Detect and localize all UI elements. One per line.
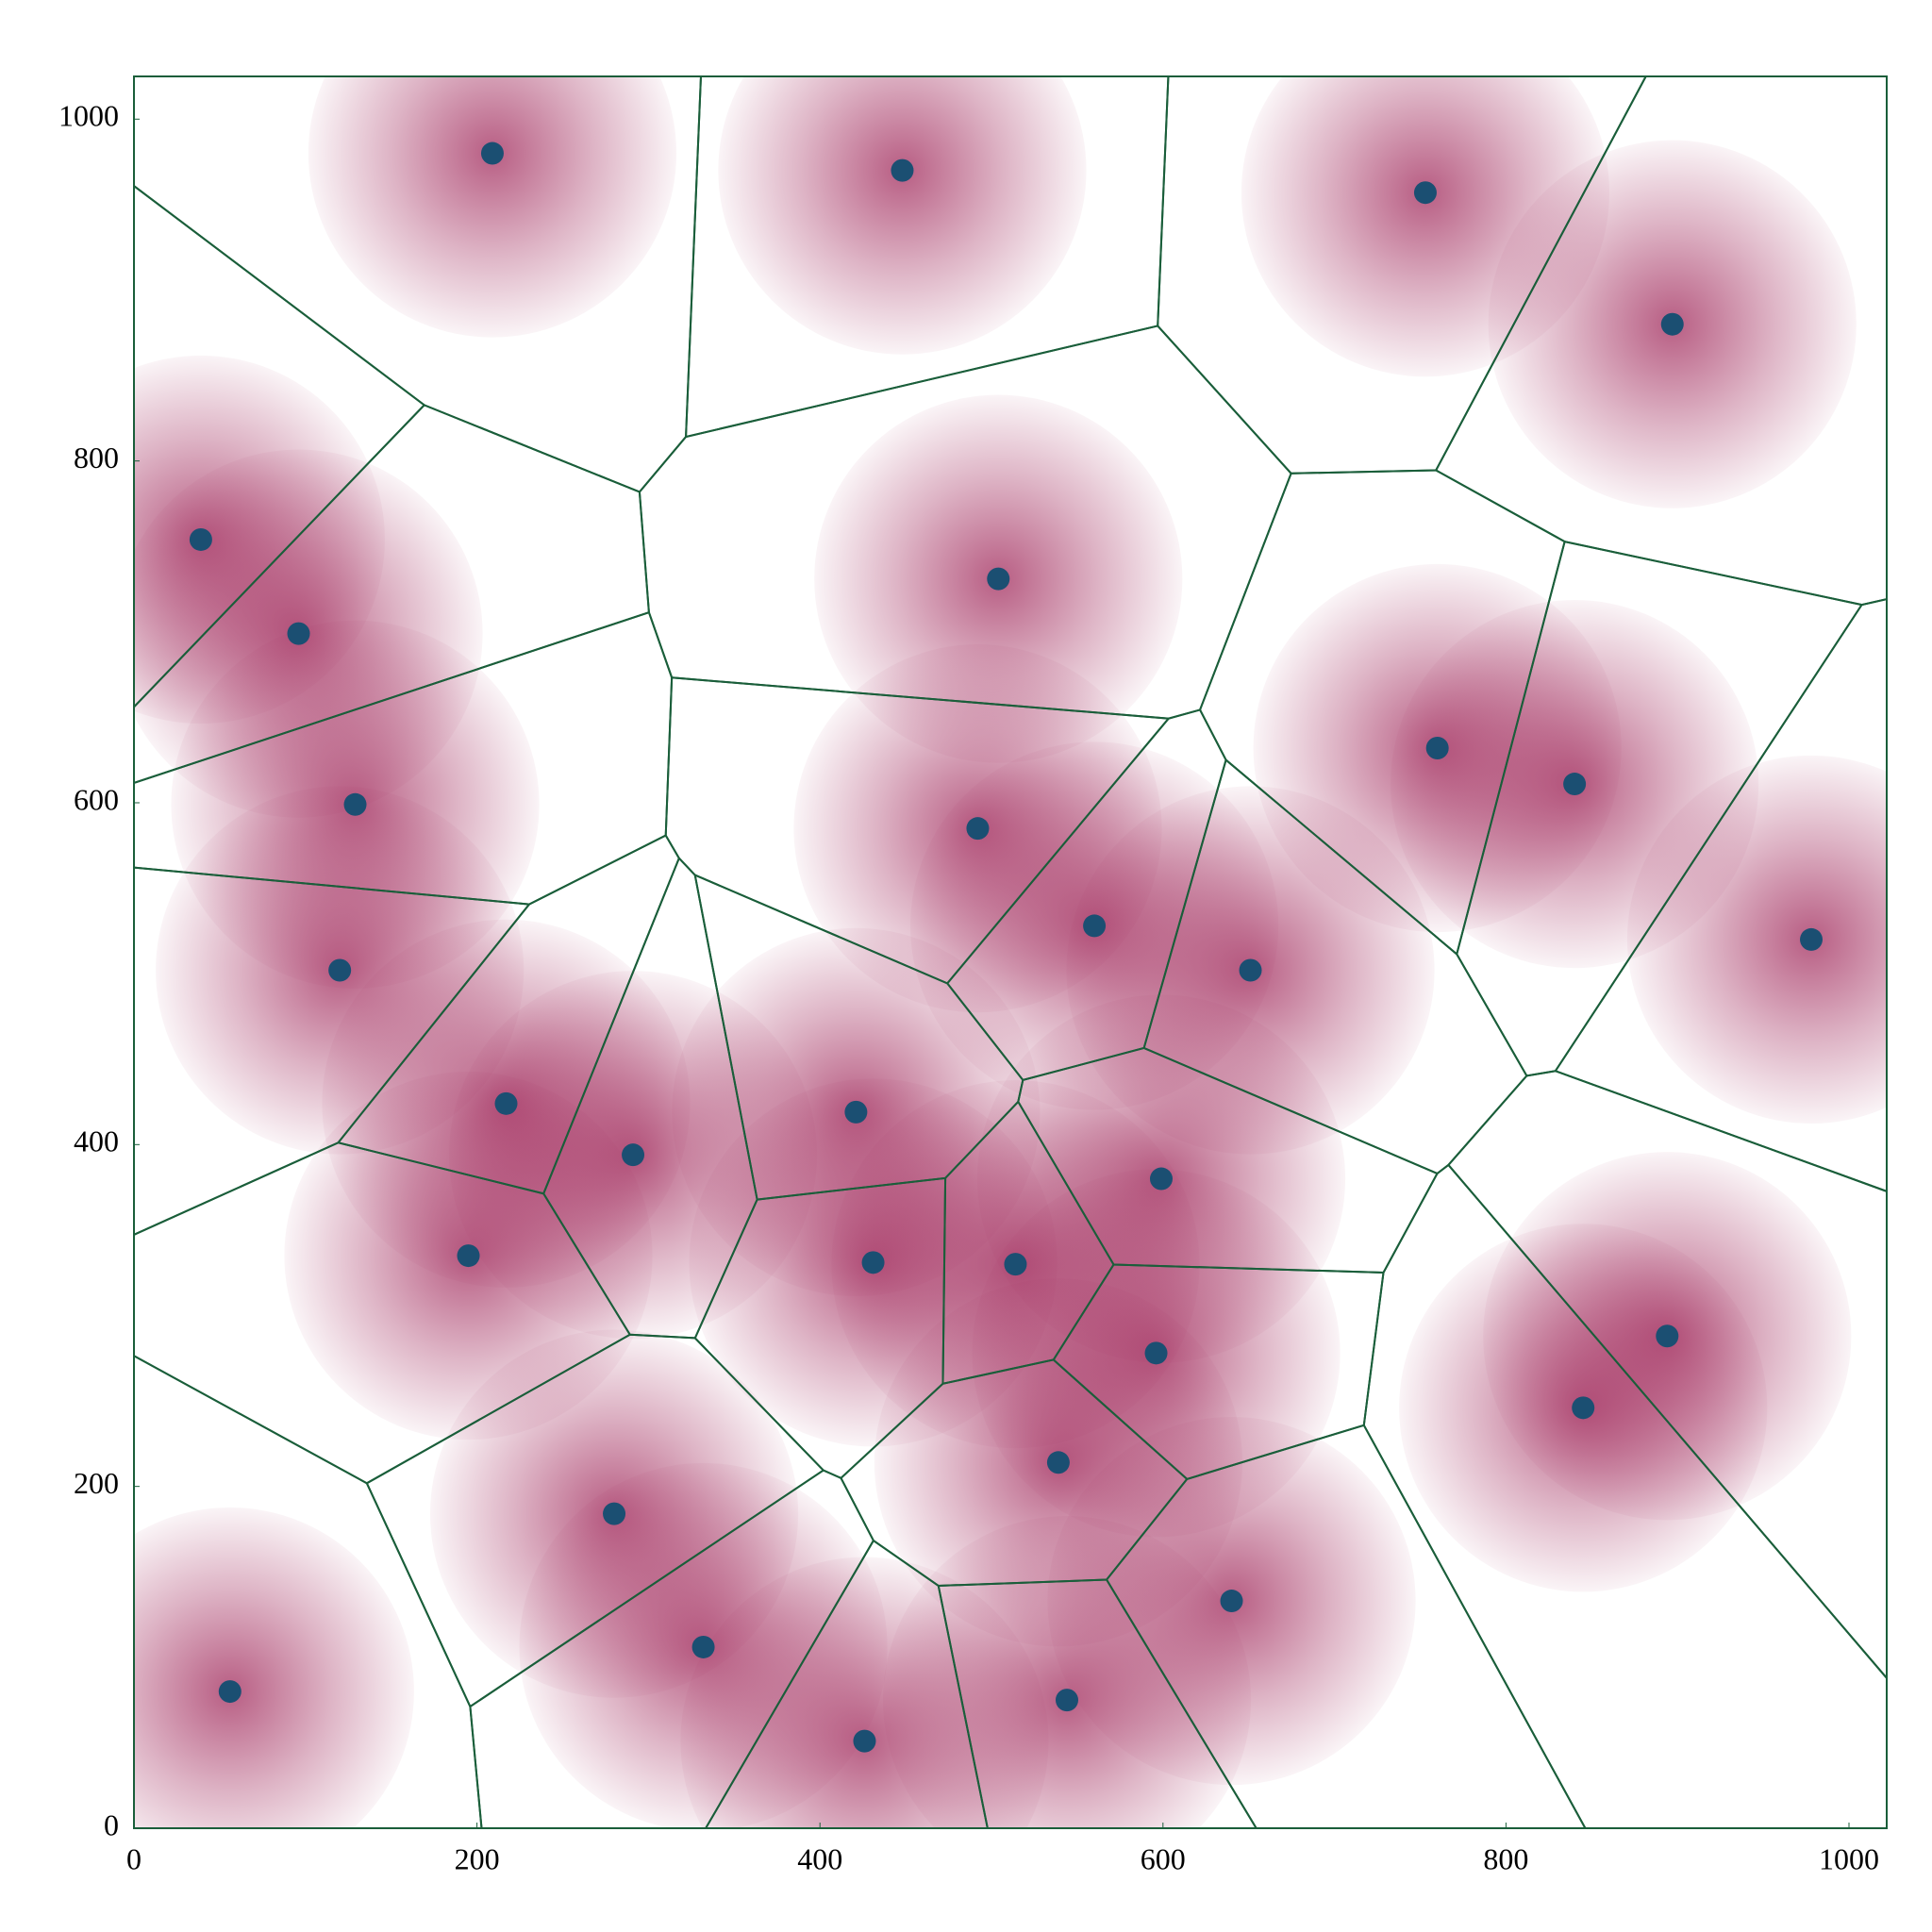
heat-blob (718, 76, 1087, 355)
point (1004, 1253, 1027, 1276)
x-tick-label: 400 (797, 1841, 842, 1875)
y-tick-label: 0 (104, 1807, 119, 1841)
voronoi-layer (134, 76, 1887, 1828)
y-tick-label: 200 (74, 1466, 119, 1500)
point (1660, 312, 1684, 336)
x-tick-label: 600 (1141, 1841, 1186, 1875)
x-tick-label: 800 (1483, 1841, 1528, 1875)
voronoi-cell (1447, 1070, 1887, 1680)
point (1046, 1451, 1070, 1474)
x-tick-label: 0 (126, 1841, 142, 1875)
point (494, 1091, 518, 1115)
point (457, 1244, 480, 1268)
point (1800, 927, 1824, 951)
voronoi-cell (1362, 1163, 1887, 1828)
point (1239, 958, 1262, 982)
point (1220, 1590, 1243, 1613)
voronoi-cell (1105, 1424, 1587, 1828)
point (189, 527, 212, 551)
point (1083, 914, 1107, 938)
heat-blob (1626, 755, 1887, 1124)
point (218, 1680, 242, 1704)
point (343, 792, 367, 816)
point (480, 142, 504, 165)
point (603, 1502, 626, 1525)
point (622, 1143, 645, 1167)
point (1656, 1324, 1679, 1348)
point (691, 1635, 715, 1658)
point (1572, 1396, 1595, 1420)
y-tick-label: 800 (74, 441, 119, 475)
point (966, 817, 990, 841)
point (1425, 737, 1449, 760)
plot-frame (133, 75, 1888, 1829)
y-tick-label: 600 (74, 782, 119, 816)
point (891, 158, 914, 182)
x-tick-label: 200 (455, 1841, 500, 1875)
point (853, 1729, 876, 1753)
point (1413, 181, 1437, 205)
voronoi-cell (704, 1539, 989, 1828)
x-tick-label: 1000 (1819, 1841, 1879, 1875)
voronoi-cell (134, 1355, 483, 1828)
point (844, 1100, 868, 1124)
heat-blob (308, 76, 676, 338)
point (1144, 1341, 1168, 1365)
point (1149, 1167, 1173, 1191)
y-tick-label: 400 (74, 1124, 119, 1158)
heat-blob (134, 1507, 414, 1828)
point-layer (189, 142, 1824, 1753)
point (1055, 1689, 1078, 1712)
heat-blob (680, 1557, 1049, 1828)
heat-layer (134, 76, 1887, 1828)
point (1563, 773, 1587, 796)
point (987, 567, 1010, 591)
point (861, 1251, 885, 1274)
y-tick-label: 1000 (58, 99, 119, 133)
point (328, 958, 352, 982)
point (287, 622, 310, 645)
